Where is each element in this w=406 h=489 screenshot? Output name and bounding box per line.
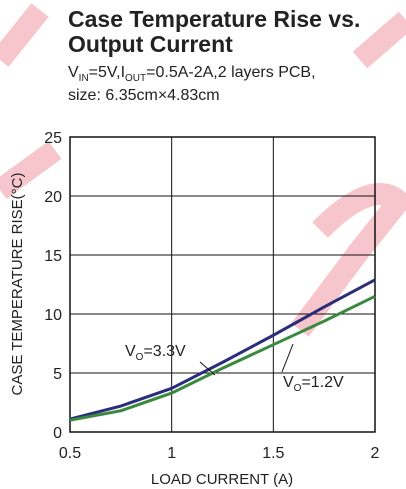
annotation-part: =1.2V [301,374,344,391]
watermark-stroke [352,11,406,69]
y-tick-label: 10 [44,307,62,324]
chart-title: Case Temperature Rise vs. [68,6,360,32]
annotation-part: V [283,374,294,391]
y-tick-label: 0 [53,425,62,442]
annotation: VO=3.3V [125,343,186,363]
x-tick-label: 0.5 [59,445,81,462]
y-tick-label: 25 [44,130,62,147]
y-tick-label: 5 [53,366,62,383]
x-tick-label: 1.5 [262,445,284,462]
subtitle-line-subscript: OUT [125,73,146,84]
y-tick-label: 15 [44,248,62,265]
watermark-stroke [312,183,406,238]
annotation-part: =3.3V [143,343,186,360]
annotation-pointer [281,343,294,373]
watermark [0,3,406,337]
annotation-subscript: O [294,383,302,394]
subtitle: VIN=5V,IOUT=0.5A-2A,2 layers PCB, size: 6… [68,64,316,104]
annotation-pointer [199,361,216,376]
series-line [69,294,376,422]
chart-title: Output Current [68,31,233,57]
y-tick-label: 20 [44,189,62,206]
subtitle-line: size: 6.35cm×4.83cm [68,87,220,104]
x-axis-label: LOAD CURRENT (A) [151,471,293,488]
watermark-stroke [291,193,406,337]
subtitle-line-part: =5V,I [89,64,125,81]
x-tick-label: 1 [167,445,176,462]
y-axis-label: CASE TEMPERATURE RISE(°C) [9,173,26,396]
subtitle-line-subscript: IN [79,73,89,84]
series-line [69,278,376,421]
watermark-stroke [0,141,62,199]
subtitle-line-part: size: 6.35cm×4.83cm [68,87,220,104]
watermark-stroke [0,3,49,67]
x-tick-label: 2 [371,445,380,462]
annotation-part: V [125,343,136,360]
subtitle-line-part: =0.5A-2A,2 layers PCB, [146,64,315,81]
subtitle-line: VIN=5V,IOUT=0.5A-2A,2 layers PCB, [68,64,316,84]
annotation-subscript: O [136,352,144,363]
annotation: VO=1.2V [283,374,344,394]
plot-frame [69,136,376,433]
subtitle-line-part: V [68,64,79,81]
